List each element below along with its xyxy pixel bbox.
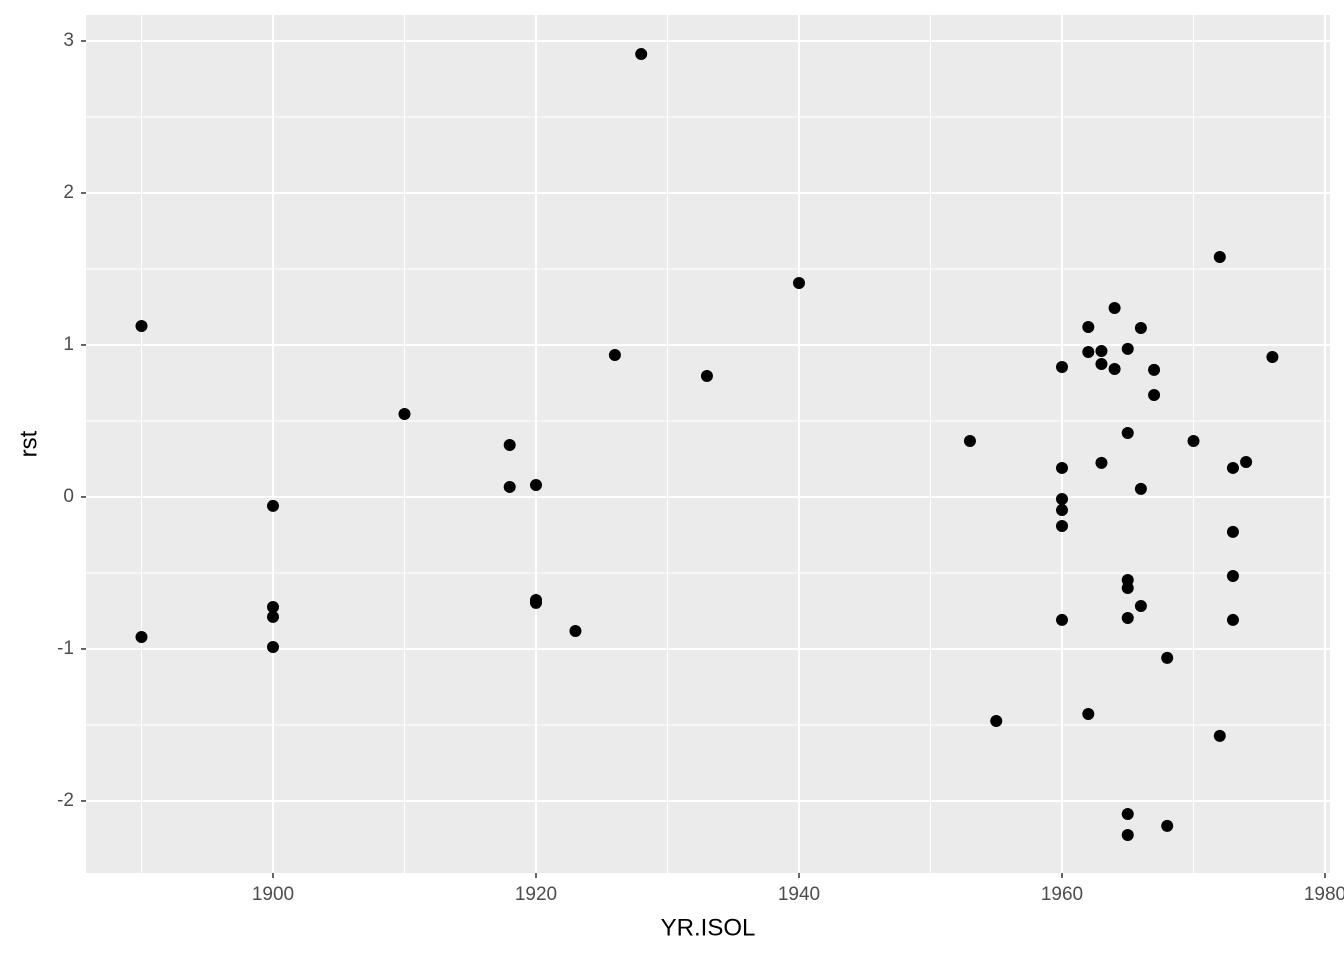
point xyxy=(503,438,516,451)
y-axis-title: rst xyxy=(15,430,42,457)
y-tick-label: 3 xyxy=(63,30,74,51)
y-tick-label: -1 xyxy=(57,638,74,659)
point xyxy=(1161,651,1174,664)
point xyxy=(1056,361,1069,374)
point xyxy=(1121,829,1134,842)
point xyxy=(1056,613,1069,626)
x-tick-label: 1960 xyxy=(1041,884,1083,905)
point xyxy=(1056,461,1069,474)
point xyxy=(1226,570,1239,583)
point xyxy=(1226,525,1239,538)
point xyxy=(569,625,582,638)
point xyxy=(1095,345,1108,358)
point xyxy=(1213,729,1226,742)
point xyxy=(1226,613,1239,626)
point xyxy=(1082,345,1095,358)
point xyxy=(1161,819,1174,832)
y-tick-label: 1 xyxy=(63,334,74,355)
point xyxy=(1213,250,1226,263)
x-tick-label: 1920 xyxy=(515,884,557,905)
point xyxy=(1108,302,1121,315)
point xyxy=(1226,461,1239,474)
point xyxy=(503,480,516,493)
point xyxy=(398,407,411,420)
point xyxy=(990,715,1003,728)
point xyxy=(266,610,279,623)
point xyxy=(1121,342,1134,355)
point xyxy=(1240,456,1253,469)
point xyxy=(1121,808,1134,821)
point xyxy=(1121,611,1134,624)
point xyxy=(1148,388,1161,401)
point xyxy=(1148,363,1161,376)
point xyxy=(1121,426,1134,439)
y-tick-label: 2 xyxy=(63,182,74,203)
x-axis-title: YR.ISOL xyxy=(661,914,756,941)
point xyxy=(1056,504,1069,517)
x-tick-label: 1940 xyxy=(778,884,820,905)
point xyxy=(1056,520,1069,533)
y-tick-label: 0 xyxy=(63,486,74,507)
plot-panel xyxy=(86,15,1330,873)
point xyxy=(1121,582,1134,595)
point xyxy=(700,369,713,382)
point xyxy=(135,630,148,643)
point xyxy=(266,601,279,614)
point xyxy=(792,276,805,289)
point xyxy=(135,319,148,332)
point xyxy=(1266,350,1279,363)
point xyxy=(1134,321,1147,334)
x-tick-label: 1900 xyxy=(252,884,294,905)
point xyxy=(963,435,976,448)
point xyxy=(1082,321,1095,334)
point xyxy=(266,499,279,512)
point xyxy=(529,596,542,609)
point xyxy=(608,349,621,362)
point xyxy=(635,48,648,61)
point xyxy=(1095,456,1108,469)
point xyxy=(1108,362,1121,375)
point xyxy=(529,478,542,491)
point xyxy=(1056,492,1069,505)
point xyxy=(266,640,279,653)
y-tick-label: -2 xyxy=(57,790,74,811)
point xyxy=(1134,482,1147,495)
point xyxy=(1187,435,1200,448)
point xyxy=(1134,599,1147,612)
x-tick-label: 1980 xyxy=(1304,884,1344,905)
point xyxy=(1082,708,1095,721)
point xyxy=(1095,357,1108,370)
